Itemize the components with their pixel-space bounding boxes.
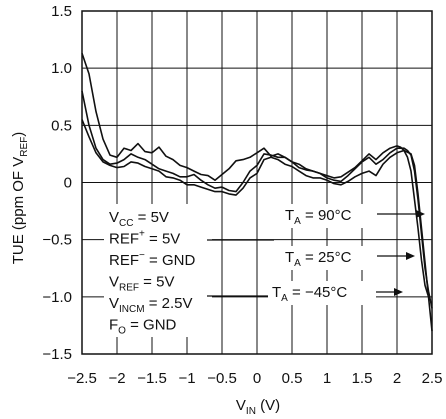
curve-label: TA = −45°C	[272, 284, 347, 304]
x-tick-label: −2	[108, 370, 125, 387]
conditions-background	[104, 204, 212, 337]
condition-line: VREF = 5V	[109, 274, 174, 294]
x-tick-label: −2.5	[67, 370, 97, 387]
x-axis-label: VIN (V)	[236, 397, 280, 417]
x-tick-label: −1.5	[137, 370, 167, 387]
y-tick-label: −0.5	[42, 232, 72, 249]
x-tick-label: 1	[323, 370, 331, 387]
tick-labels: −2.5 −2 −1.5 −1 −0.5 0 0.5 1 1.5 2 2.5 −1.5 −1.0 −0.5…	[42, 3, 442, 387]
y-tick-label: 1.0	[51, 60, 72, 77]
x-tick-label: −1	[178, 370, 195, 387]
y-tick-label: 0.5	[51, 117, 72, 134]
plot-frame	[81, 10, 433, 355]
x-tick-label: 0	[253, 370, 261, 387]
series-line-1	[81, 90, 433, 309]
curve-label-group: TA = 90°C TA = 25°C TA = −45°C	[207, 204, 425, 305]
curve-label: TA = 90°C	[285, 207, 352, 227]
y-tick-label: 0	[64, 175, 72, 192]
condition-line: VINCM = 2.5V	[109, 295, 193, 315]
arrowhead	[394, 288, 403, 296]
x-tick-label: 0.5	[282, 370, 303, 387]
curve-label-background	[281, 246, 377, 270]
y-tick-label: −1.5	[42, 346, 72, 363]
series-line-2	[81, 119, 433, 332]
series-line-0	[81, 53, 430, 298]
condition-line: REF+ = 5V	[109, 229, 180, 248]
arrowhead	[406, 252, 415, 260]
curve-label-background	[281, 204, 377, 228]
y-tick-label: 1.5	[51, 3, 72, 20]
y-tick-label: −1.0	[42, 289, 72, 306]
arrowhead	[416, 210, 425, 218]
x-tick-label: −0.5	[207, 370, 237, 387]
condition-line: REF− = GND	[109, 250, 195, 269]
curve-label-background	[268, 281, 376, 305]
curve-label: TA = 25°C	[285, 249, 352, 269]
condition-line: VCC = 5V	[109, 209, 169, 229]
series-group	[81, 53, 433, 332]
x-tick-label: 2.5	[422, 370, 443, 387]
x-tick-label: 2	[393, 370, 401, 387]
condition-line: FO = GND	[109, 317, 177, 337]
x-tick-label: 1.5	[352, 370, 373, 387]
y-axis-label: TUE (ppm OF VREF)	[10, 132, 30, 265]
